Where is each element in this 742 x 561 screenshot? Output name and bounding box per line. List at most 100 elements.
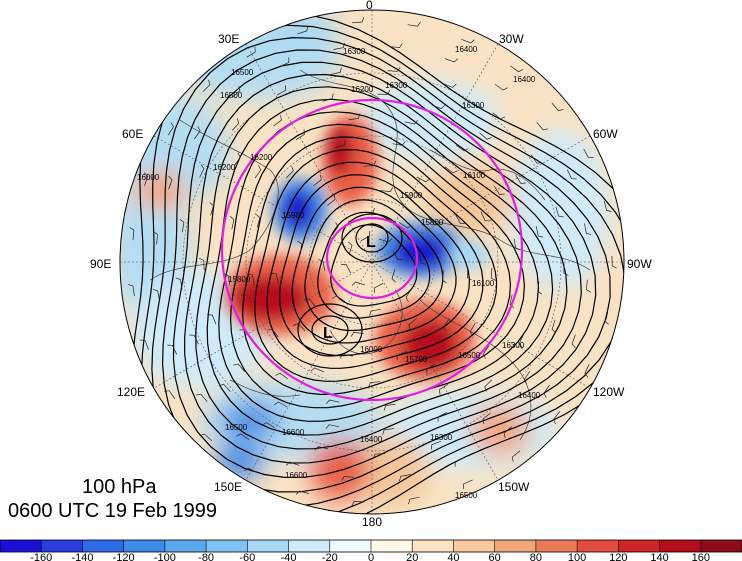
height-contour bbox=[297, 303, 363, 357]
colorbar-swatch bbox=[412, 540, 454, 552]
colorbar-swatch bbox=[494, 540, 537, 552]
contour-label: 16200 bbox=[351, 85, 374, 94]
contour-label: 16400 bbox=[455, 45, 478, 54]
wind-barb bbox=[387, 67, 401, 72]
contour-label: 16000 bbox=[360, 345, 383, 354]
wind-barb bbox=[416, 176, 431, 183]
wind-barb bbox=[350, 332, 364, 337]
longitude-label: 60E bbox=[122, 127, 143, 141]
wind-barb bbox=[455, 144, 469, 152]
contour-label: 15800 bbox=[421, 218, 444, 227]
longitude-label: 30E bbox=[218, 32, 239, 46]
low-center-label: L bbox=[366, 234, 376, 251]
wind-barb bbox=[374, 282, 384, 293]
wind-barb bbox=[339, 353, 353, 359]
contour-label: 16300 bbox=[502, 341, 525, 350]
wind-barb bbox=[537, 281, 543, 295]
wind-barb bbox=[509, 294, 515, 308]
wind-barb bbox=[494, 185, 505, 195]
colorbar-swatch bbox=[0, 540, 42, 552]
wind-barb bbox=[551, 102, 564, 111]
wind-barb bbox=[369, 308, 381, 316]
wind-barb bbox=[461, 38, 475, 44]
wind-barb bbox=[383, 403, 396, 411]
wind-barb bbox=[286, 166, 294, 179]
colorbar-tick-label: 80 bbox=[530, 552, 542, 561]
wind-barb bbox=[209, 202, 214, 216]
height-contour bbox=[206, 98, 554, 436]
colorbar-swatch bbox=[123, 540, 166, 552]
wind-barb bbox=[586, 279, 591, 293]
wind-barb bbox=[391, 268, 396, 283]
wind-barb bbox=[164, 390, 176, 400]
contour-label: 16100 bbox=[472, 279, 495, 288]
colorbar-swatch bbox=[618, 540, 661, 552]
wind-barb bbox=[604, 311, 609, 325]
wind-barb bbox=[455, 214, 466, 224]
height-contour bbox=[330, 224, 418, 307]
wind-barb bbox=[256, 214, 261, 228]
wind-barb bbox=[443, 318, 450, 332]
longitude-label: 0 bbox=[366, 0, 373, 12]
wind-barb bbox=[503, 426, 512, 439]
wind-barb bbox=[377, 89, 391, 95]
longitude-label: 120W bbox=[593, 385, 625, 399]
wind-barb bbox=[360, 231, 370, 242]
wind-barb bbox=[274, 401, 288, 408]
height-contour bbox=[317, 211, 431, 319]
wind-barb bbox=[480, 211, 491, 222]
wind-barb bbox=[372, 453, 386, 459]
contour-label: 16200 bbox=[213, 163, 236, 172]
wind-barb bbox=[426, 363, 436, 375]
wind-barb bbox=[444, 58, 459, 63]
contour-label: 16500 bbox=[220, 91, 243, 100]
wind-barb bbox=[313, 174, 322, 187]
colorbar-tick-label: 120 bbox=[609, 552, 627, 561]
wind-barb bbox=[378, 238, 393, 243]
wind-barb bbox=[389, 43, 403, 48]
wind-barb bbox=[363, 160, 377, 167]
wind-barb bbox=[351, 501, 365, 507]
contour-label: 16600 bbox=[282, 428, 305, 437]
height-contour bbox=[279, 174, 471, 357]
contour-label: 16100 bbox=[463, 171, 486, 180]
wind-barb bbox=[431, 104, 446, 110]
colorbar-tick-label: -20 bbox=[322, 552, 338, 561]
wind-barb bbox=[152, 289, 160, 301]
wind-barb bbox=[484, 379, 493, 392]
contour-label: 16500 bbox=[458, 351, 481, 360]
reference-circle-inner bbox=[325, 216, 419, 300]
colorbar-tick-label: 100 bbox=[568, 552, 586, 561]
colorbar-tick-label: -140 bbox=[71, 552, 93, 561]
colorbar-tick-label: -120 bbox=[113, 552, 135, 561]
wind-barb bbox=[368, 381, 381, 388]
wind-barb bbox=[175, 277, 183, 290]
wind-barb bbox=[332, 295, 346, 302]
wind-barb bbox=[551, 319, 556, 334]
wind-barb bbox=[531, 154, 542, 164]
longitude-label: 150E bbox=[214, 480, 242, 494]
wind-barb bbox=[466, 267, 472, 281]
wind-barb bbox=[404, 119, 418, 125]
wind-barb bbox=[167, 344, 178, 355]
contour-label: 16000 bbox=[137, 173, 160, 182]
height-contour bbox=[242, 136, 512, 396]
longitude-label: 90W bbox=[627, 257, 652, 271]
wind-barb bbox=[430, 440, 442, 450]
height-contour bbox=[311, 315, 349, 345]
contour-label: 16300 bbox=[343, 47, 366, 56]
longitude-labels: 0 30W 60W 90W 120W 150W 180 150E 120E 90… bbox=[90, 0, 652, 529]
contour-label: 16300 bbox=[430, 433, 453, 442]
colorbar-swatch bbox=[82, 540, 125, 552]
wind-barb bbox=[326, 194, 336, 206]
wind-barb bbox=[566, 169, 577, 180]
wind-barb bbox=[199, 433, 213, 441]
wind-barb bbox=[233, 363, 245, 372]
longitude-label: 90E bbox=[90, 257, 111, 271]
wind-barb bbox=[322, 93, 334, 102]
height-contour bbox=[172, 61, 597, 479]
wind-barb bbox=[611, 255, 617, 269]
contour-label: 16400 bbox=[513, 75, 536, 84]
colorbar-tick-label: -60 bbox=[239, 552, 255, 561]
contour-label: 16500 bbox=[225, 423, 248, 432]
